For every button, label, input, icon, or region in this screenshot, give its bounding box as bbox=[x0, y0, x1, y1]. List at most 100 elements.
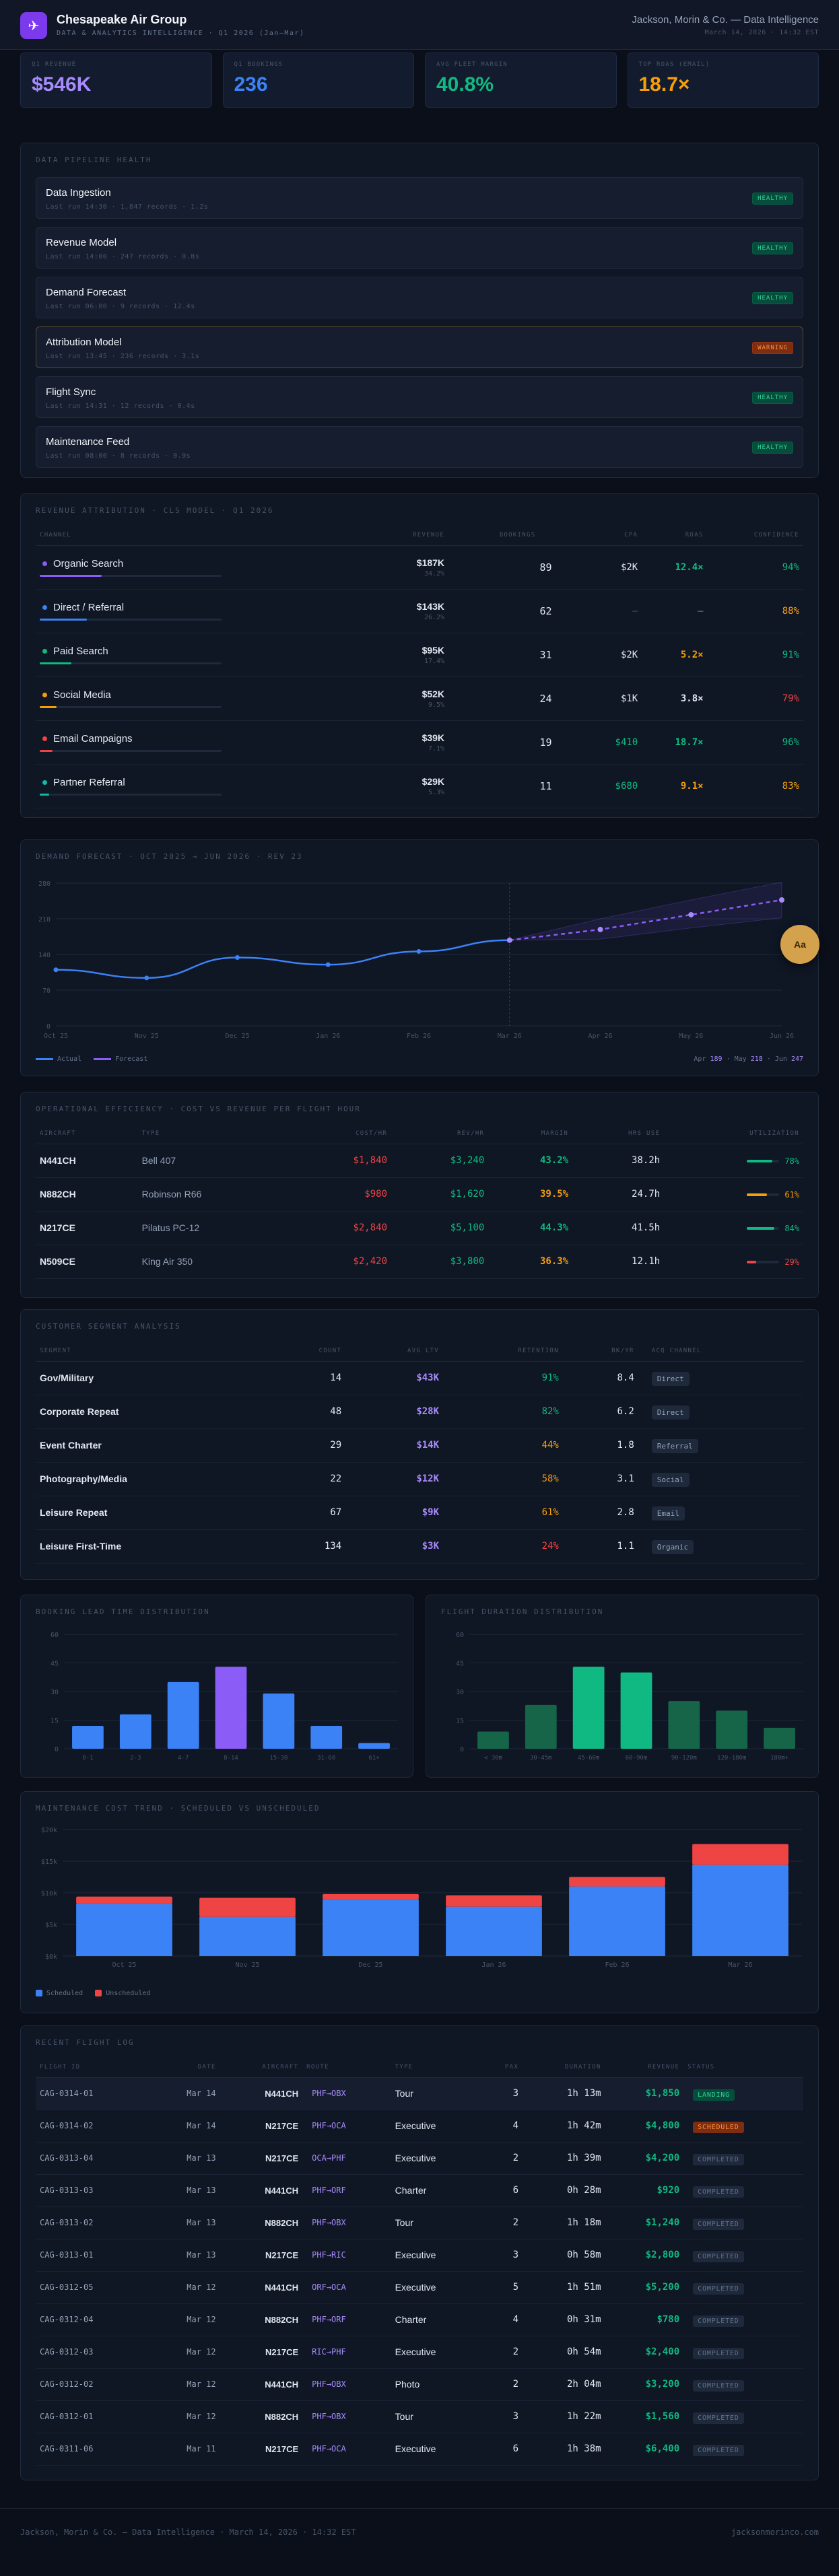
y-tick-label: $0k bbox=[45, 1953, 57, 1961]
status-badge: COMPLETED bbox=[693, 2348, 744, 2359]
table-row[interactable]: N441CH Bell 407 $1,840 $3,240 43.2% 38.2h 78% bbox=[36, 1144, 803, 1178]
share-track bbox=[40, 662, 222, 664]
segment-channel-cell: Direct bbox=[638, 1361, 803, 1395]
pipeline-item[interactable]: Revenue Model Last run 14:00 · 247 record… bbox=[36, 227, 803, 269]
share-fill bbox=[40, 618, 88, 621]
segment-name: Event Charter bbox=[36, 1428, 271, 1463]
flight-date: Mar 14 bbox=[150, 2077, 220, 2110]
flight-date: Mar 13 bbox=[150, 2239, 220, 2272]
column-header: UTILIZATION bbox=[664, 1123, 803, 1144]
column-header: CPA bbox=[586, 525, 642, 546]
channel-tag: Organic bbox=[651, 1540, 694, 1554]
bar-unscheduled bbox=[446, 1895, 542, 1907]
table-row[interactable]: CAG-0312-03 Mar 12 N217CE RIC→PHF Executive 2… bbox=[36, 2336, 803, 2369]
y-tick-label: 280 bbox=[38, 880, 51, 888]
column-header: BK/YR bbox=[562, 1341, 638, 1362]
pipeline-item[interactable]: Attribution Model Last run 13:45 · 236 re… bbox=[36, 326, 803, 368]
roas-cell: — bbox=[642, 589, 708, 633]
table-row[interactable]: N217CE Pilatus PC-12 $2,840 $5,100 44.3% 41.5… bbox=[36, 1211, 803, 1245]
table-row[interactable]: Direct / Referral $143K 26.2% 62— —88% bbox=[36, 589, 803, 633]
table-row[interactable]: N882CH Robinson R66 $980 $1,620 39.5% 24.7h 61… bbox=[36, 1177, 803, 1212]
utilization-label: 29% bbox=[784, 1257, 799, 1267]
aircraft-type: King Air 350 bbox=[137, 1245, 294, 1279]
x-tick-label: 8-14 bbox=[224, 1755, 238, 1762]
table-row[interactable]: CAG-0313-04 Mar 13 N217CE OCA→PHF Executive 2… bbox=[36, 2142, 803, 2175]
table-row[interactable]: N509CE King Air 350 $2,420 $3,800 36.3% 12.1h… bbox=[36, 1245, 803, 1279]
flight-duration: 1h 13m bbox=[523, 2077, 605, 2110]
table-row[interactable]: Social Media $52K 9.5% 24 $1K 3.8× 79% bbox=[36, 676, 803, 721]
column-header: ROAS bbox=[642, 525, 708, 546]
x-tick-label: 30-45m bbox=[530, 1755, 552, 1762]
flight-status-cell: COMPLETED bbox=[683, 2239, 803, 2272]
flight-id: CAG-0312-05 bbox=[36, 2271, 151, 2304]
footer-link[interactable]: jacksonmorinco.com bbox=[731, 2528, 819, 2537]
x-tick-label: Dec 25 bbox=[358, 1961, 382, 1969]
status-badge: COMPLETED bbox=[693, 2219, 744, 2230]
flight-aircraft: N217CE bbox=[220, 2433, 303, 2466]
cpa-cell: $2K bbox=[586, 545, 642, 590]
y-tick-label: 45 bbox=[51, 1661, 59, 1668]
channel-tag: Referral bbox=[651, 1439, 698, 1453]
flight-pax: 3 bbox=[482, 2400, 523, 2433]
x-tick-label: Oct 25 bbox=[112, 1961, 136, 1969]
bar bbox=[119, 1714, 152, 1749]
flight-type: Charter bbox=[391, 2174, 483, 2207]
table-row[interactable]: Email Campaigns $39K 7.1% 19 $410 18.7× 96% bbox=[36, 720, 803, 765]
flight-revenue: $4,800 bbox=[605, 2110, 684, 2143]
table-row[interactable]: CAG-0312-05 Mar 12 N441CH ORF→OCA Executive 5… bbox=[36, 2271, 803, 2304]
forecast-legend: Actual Forecast bbox=[36, 1055, 147, 1063]
table-row[interactable]: CAG-0313-01 Mar 13 N217CE PHF→RIC Executive 3… bbox=[36, 2239, 803, 2272]
table-row[interactable]: Leisure First-Time 134 $3K 24% 1.1 Organic bbox=[36, 1529, 803, 1564]
table-row[interactable]: CAG-0312-01 Mar 12 N882CH PHF→OBX Tour 3 1h 22… bbox=[36, 2400, 803, 2433]
report-owner: Jackson, Morin & Co. — Data Intelligence bbox=[632, 14, 819, 26]
flight-aircraft: N217CE bbox=[220, 2110, 303, 2143]
table-row[interactable]: Gov/Military 14 $43K 91% 8.4 Direct bbox=[36, 1361, 803, 1395]
pipeline-item[interactable]: Data Ingestion Last run 14:30 · 1,847 rec… bbox=[36, 177, 803, 219]
forecast-point bbox=[597, 926, 603, 932]
column-header: REVENUE bbox=[605, 2057, 684, 2078]
table-row[interactable]: Leisure Repeat 67 $9K 61% 2.8 Email bbox=[36, 1496, 803, 1530]
y-tick-label: 70 bbox=[42, 987, 51, 995]
pipeline-item[interactable]: Maintenance Feed Last run 08:00 · 8 recor… bbox=[36, 426, 803, 468]
footer-text: Jackson, Morin & Co. — Data Intelligence… bbox=[20, 2528, 356, 2537]
column-header: DATE bbox=[150, 2057, 220, 2078]
flight-route: PHF→OCA bbox=[302, 2110, 391, 2143]
pipeline-item[interactable]: Flight Sync Last run 14:31 · 12 records ·… bbox=[36, 376, 803, 418]
column-header: COUNT bbox=[270, 1341, 346, 1362]
revenue-per-hour: $5,100 bbox=[391, 1211, 489, 1245]
table-row[interactable]: CAG-0312-04 Mar 12 N882CH PHF→ORF Charter 4 0h… bbox=[36, 2303, 803, 2336]
flight-pax: 3 bbox=[482, 2239, 523, 2272]
table-row[interactable]: CAG-0314-01 Mar 14 N441CH PHF→OBX Tour 3 1h 13… bbox=[36, 2077, 803, 2110]
flight-log-table: FLIGHT ID DATE AIRCRAFT ROUTE TYPE PAX DURATIO… bbox=[36, 2057, 803, 2466]
bar bbox=[716, 1710, 748, 1749]
table-row[interactable]: Partner Referral $29K 5.3% 11 $680 9.1× 83% bbox=[36, 764, 803, 808]
table-row[interactable]: CAG-0313-02 Mar 13 N882CH PHF→OBX Tour 2 1h 18… bbox=[36, 2206, 803, 2239]
x-tick-label: 120-180m bbox=[717, 1755, 746, 1762]
utilization-cell: 29% bbox=[664, 1245, 803, 1279]
flight-duration: 1h 39m bbox=[523, 2142, 605, 2175]
table-row[interactable]: CAG-0311-06 Mar 11 N217CE PHF→OCA Executive 6… bbox=[36, 2433, 803, 2466]
x-tick-label: Jun 26 bbox=[770, 1033, 794, 1040]
y-tick-label: 140 bbox=[38, 952, 51, 959]
table-row[interactable]: CAG-0314-02 Mar 14 N217CE PHF→OCA Executive 4… bbox=[36, 2110, 803, 2143]
revenue-share: 7.1% bbox=[428, 744, 445, 753]
table-row[interactable]: Paid Search $95K 17.4% 31 $2K 5.2× 91% bbox=[36, 633, 803, 677]
duration-chart: 0 15 30 45 60 < 30m 30-45m 45-60m 60-90m 90-120m 1… bbox=[456, 1632, 803, 1762]
table-row[interactable]: Organic Search $187K 34.2% 89 $2K 12.4× 94% bbox=[36, 545, 803, 590]
table-row[interactable]: CAG-0313-03 Mar 13 N441CH PHF→ORF Charter 6 0h… bbox=[36, 2174, 803, 2207]
kpi-value: $546K bbox=[32, 73, 92, 96]
bar bbox=[310, 1726, 343, 1749]
table-row[interactable]: Event Charter 29 $14K 44% 1.8 Referral bbox=[36, 1428, 803, 1463]
table-row[interactable]: Corporate Repeat 48 $28K 82% 6.2 Direct bbox=[36, 1395, 803, 1429]
y-tick-label: $10k bbox=[41, 1890, 57, 1898]
flight-type: Tour bbox=[391, 2077, 483, 2110]
utilization-cell: 61% bbox=[664, 1177, 803, 1212]
flight-pax: 4 bbox=[482, 2303, 523, 2336]
pipeline-item[interactable]: Demand Forecast Last run 06:00 · 9 record… bbox=[36, 277, 803, 318]
table-row[interactable]: Photography/Media 22 $12K 58% 3.1 Social bbox=[36, 1462, 803, 1496]
x-tick-label: Apr 26 bbox=[588, 1033, 612, 1040]
fleet-panel: OPERATIONAL EFFICIENCY · COST VS REVENUE… bbox=[20, 1092, 819, 1298]
flight-status-cell: COMPLETED bbox=[683, 2303, 803, 2336]
table-row[interactable]: CAG-0312-02 Mar 12 N441CH PHF→OBX Photo 2 2h 0… bbox=[36, 2368, 803, 2401]
avatar-button[interactable]: Aa bbox=[780, 925, 819, 964]
